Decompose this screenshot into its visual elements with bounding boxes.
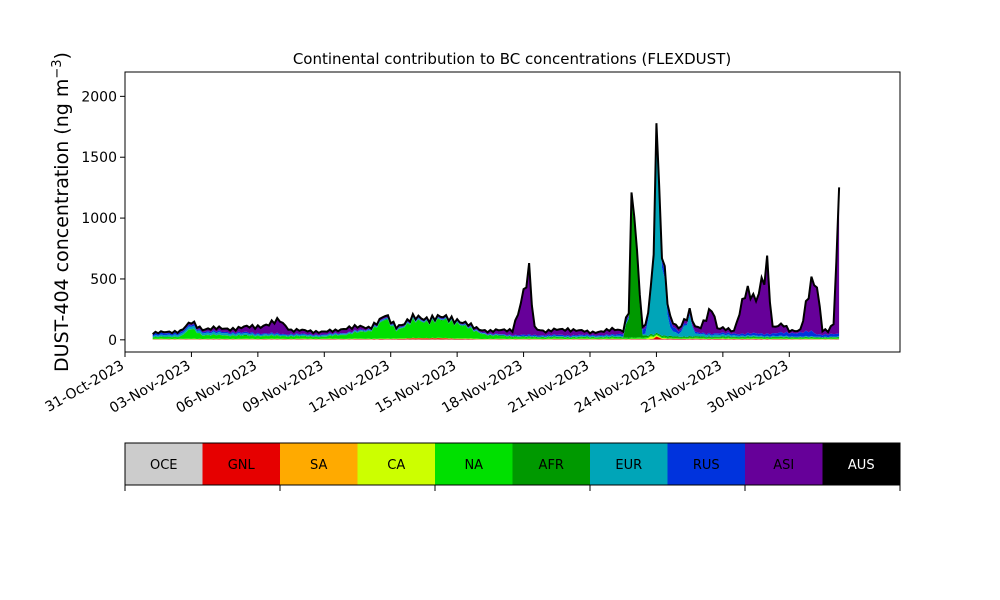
legend-label-asi: ASI — [773, 458, 794, 473]
legend-label-gnl: GNL — [228, 458, 256, 473]
legend-swatch-oce — [125, 443, 203, 485]
series-area-gnl — [152, 336, 840, 340]
legend-label-ca: CA — [387, 458, 405, 473]
legend-swatch-na — [435, 443, 513, 485]
y-axis-label-superscript: −3 — [50, 59, 65, 78]
legend-swatch-asi — [745, 443, 823, 485]
legend-swatch-eur — [590, 443, 668, 485]
legend-label-afr: AFR — [539, 458, 564, 473]
y-tick-label: 0 — [108, 333, 117, 349]
legend-label-sa: SA — [310, 458, 327, 473]
series-area-na — [152, 318, 840, 340]
legend-swatch-rus — [667, 443, 746, 485]
legend-frame — [124, 442, 901, 486]
series-area-rus — [152, 126, 840, 338]
y-axis: 0 500 1000 1500 2000 — [81, 89, 125, 349]
plot-frame — [124, 71, 901, 353]
y-tick-label: 500 — [90, 272, 117, 288]
y-axis-label: DUST-404 concentration (ng m−3) — [50, 52, 74, 372]
legend-swatch-aus — [822, 443, 901, 485]
total-outline — [152, 123, 841, 335]
legend-label-rus: RUS — [693, 458, 720, 473]
series-area-aus — [152, 123, 840, 335]
legend-swatch-sa — [280, 443, 358, 485]
legend-label-oce: OCE — [150, 458, 178, 473]
series-area-afr — [152, 200, 840, 339]
series-area-asi — [152, 123, 840, 337]
legend-swatch-afr — [512, 443, 591, 485]
chart-title: Continental contribution to BC concentra… — [293, 50, 731, 68]
y-tick-label: 2000 — [81, 89, 117, 105]
plot-area — [124, 71, 901, 353]
y-tick-label: 1000 — [81, 211, 117, 227]
y-axis-label-main: DUST-404 concentration (ng m — [51, 79, 73, 372]
legend-label-eur: EUR — [615, 458, 642, 473]
series-area-ca — [152, 334, 840, 340]
legend-label-aus: AUS — [848, 458, 875, 473]
legend-colorbar: OCE GNL SA CA NA AFR EUR RUS ASI AUS — [124, 442, 901, 491]
legend-swatch-ca — [357, 443, 436, 485]
series-layer — [152, 123, 840, 340]
x-axis: 31-Oct-202303-Nov-202306-Nov-202309-Nov-… — [43, 352, 791, 417]
legend-label-na: NA — [464, 458, 483, 473]
series-area-eur — [152, 132, 840, 338]
y-tick-label: 1500 — [81, 150, 117, 166]
legend-swatch-gnl — [202, 443, 281, 485]
y-axis-label-close: ) — [51, 52, 73, 59]
